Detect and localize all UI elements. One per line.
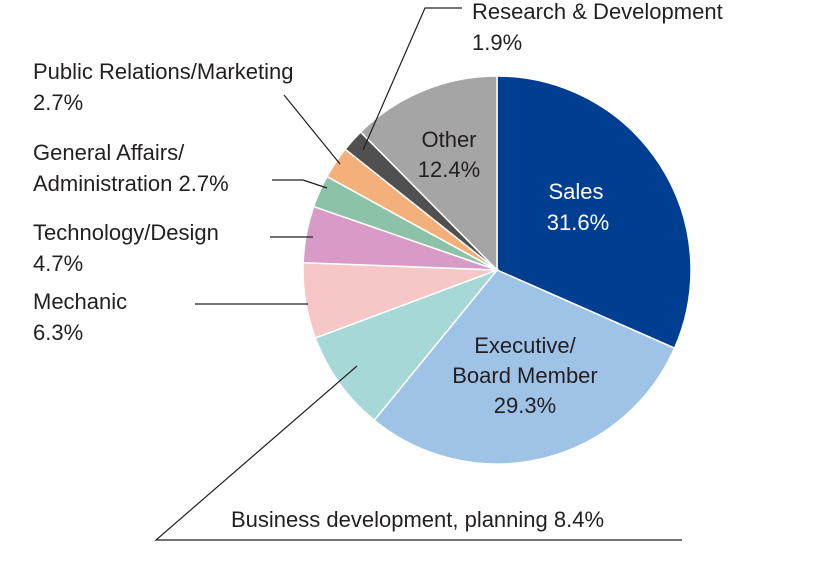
slice-value-sales: 31.6%	[547, 210, 609, 235]
leader-line-ga-2	[302, 179, 328, 189]
leader-line-bizdev	[154, 365, 682, 541]
pie-slice-executive-board-member	[373, 269, 676, 465]
label-pr-name: Public Relations/Marketing	[33, 59, 293, 84]
slice-label-exec-1: Executive/	[474, 333, 576, 358]
label-ga-2: Administration 2.7%	[33, 171, 229, 196]
label-mech-name: Mechanic	[33, 289, 127, 314]
slice-label-sales: Sales	[548, 179, 603, 204]
label-rnd-name: Research & Development	[472, 0, 723, 24]
label-ga-1: General Affairs/	[33, 140, 185, 165]
slice-label-exec-2: Board Member	[452, 363, 598, 388]
leader-lines	[154, 7, 682, 541]
label-tech-name: Technology/Design	[33, 220, 219, 245]
slice-value-other: 12.4%	[418, 157, 480, 182]
label-mech-value: 6.3%	[33, 320, 83, 345]
pie-slice-business-development-planning	[314, 268, 500, 422]
label-bizdev: Business development, planning 8.4%	[231, 507, 604, 532]
leader-line-pr	[283, 94, 341, 165]
slice-label-other: Other	[421, 127, 476, 152]
label-tech-value: 4.7%	[33, 251, 83, 276]
label-pr-value: 2.7%	[33, 90, 83, 115]
pie-slice-sales	[496, 75, 692, 350]
pie-slice-other	[359, 75, 498, 272]
leader-line-rnd	[362, 7, 462, 151]
label-rnd-value: 1.9%	[472, 30, 522, 55]
pie-slices	[302, 75, 692, 465]
slice-value-exec: 29.3%	[494, 393, 556, 418]
